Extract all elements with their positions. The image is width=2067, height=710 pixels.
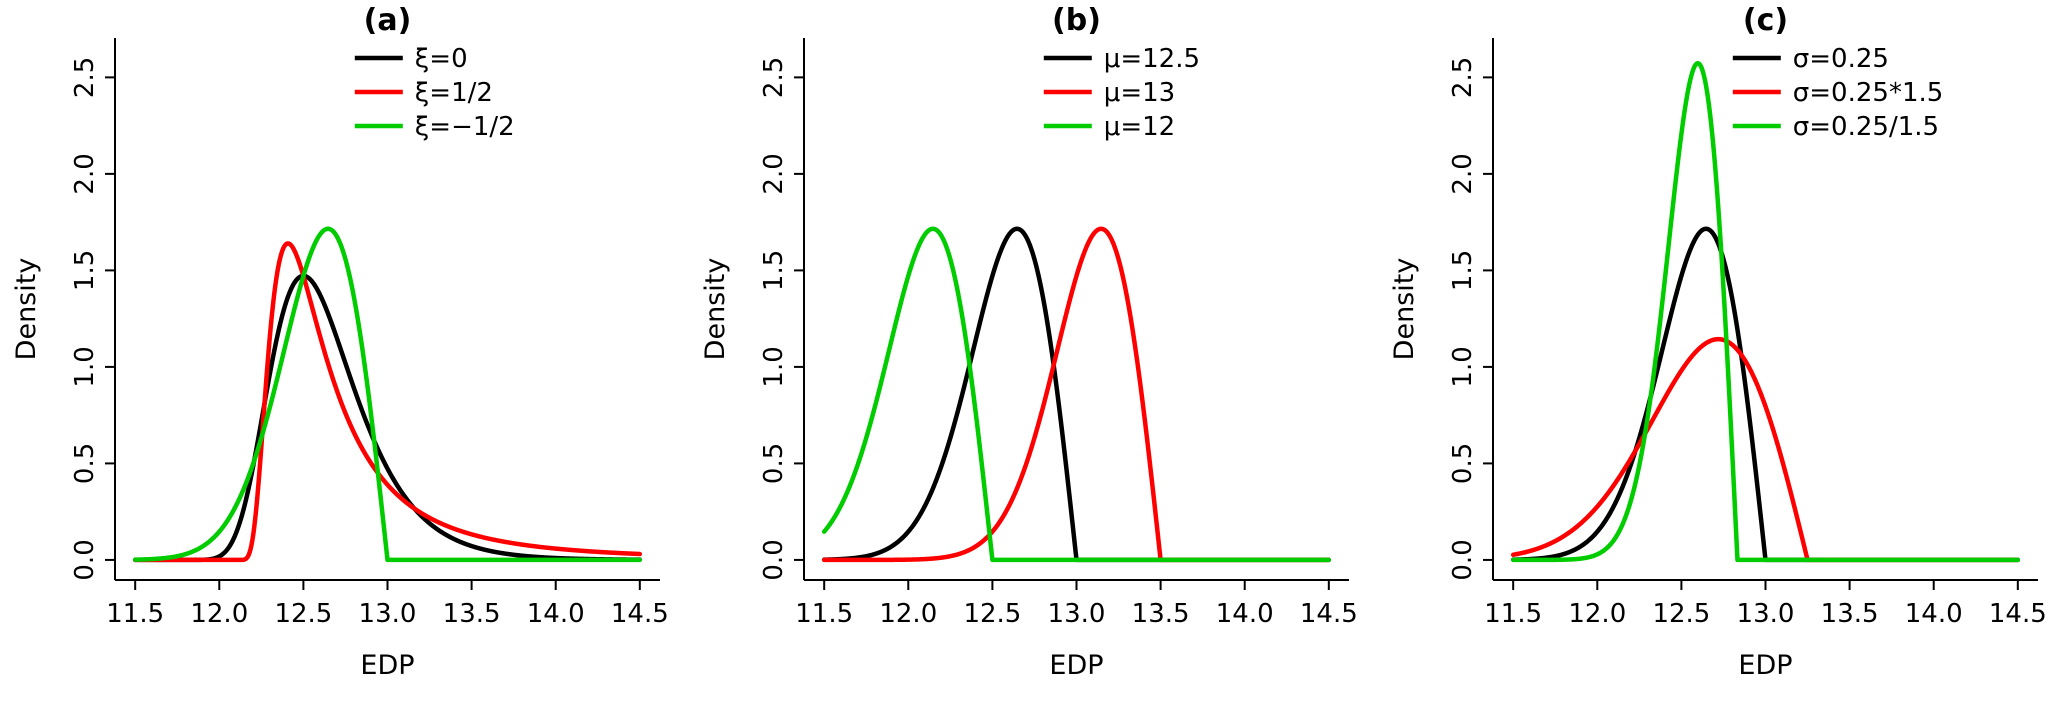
y-tick-label: 1.5 [1448,250,1478,291]
chart-title: (c) [1743,3,1788,38]
legend-label-2: ξ=−1/2 [415,112,515,142]
legend-label-0: σ=0.25 [1793,44,1889,74]
series-curve-2 [1510,60,2021,563]
y-tick-label: 2.5 [759,57,789,98]
chart-b: (b) 11.5 12.0 12.5 13.0 13.5 14.0 14.5 0.0 0.5 1.0… [700,3,1358,681]
x-tick-label: 13.0 [1048,599,1106,629]
y-axis-title: Density [700,258,731,361]
legend-label-0: μ=12.5 [1104,44,1200,74]
y-tick-label: 2.0 [1448,153,1478,194]
x-tick-label: 11.5 [106,599,164,629]
chart-title: (a) [364,3,412,38]
x-tick-label: 12.5 [274,599,332,629]
y-tick-label: 1.5 [70,250,100,291]
x-tick-label: 12.0 [879,599,937,629]
y-tick-label: 0.0 [70,539,100,580]
x-tick-label: 12.0 [1568,599,1626,629]
x-tick-label: 14.0 [1216,599,1274,629]
y-tick-label: 0.0 [759,539,789,580]
x-tick-label: 14.5 [611,599,669,629]
y-tick-label: 0.5 [759,443,789,484]
x-axis-title: EDP [1738,650,1792,681]
series-curve-1 [1510,336,2021,563]
x-tick-label: 11.5 [1484,599,1542,629]
y-tick-label: 2.5 [1448,57,1478,98]
chart-title: (b) [1052,3,1101,38]
x-tick-label: 12.5 [963,599,1021,629]
series-curve-1 [132,241,643,563]
y-tick-label: 2.0 [70,153,100,194]
legend-label-1: ξ=1/2 [415,78,493,108]
x-tick-label: 12.0 [190,599,248,629]
x-tick-label: 14.0 [1905,599,1963,629]
legend-label-2: σ=0.25/1.5 [1793,112,1939,142]
y-tick-label: 1.0 [1448,346,1478,387]
series-curve-2 [132,226,643,563]
panel-a: (a) 11.5 12.0 12.5 13.0 13.5 14.0 14.5 0.0 0.5 1.0… [0,0,689,710]
x-tick-label: 12.5 [1652,599,1710,629]
series-curve-2 [821,226,1332,563]
chart-c: (c) 11.5 12.0 12.5 13.0 13.5 14.0 14.5 0.0 0.5 1.0… [1389,3,2047,681]
x-axis-title: EDP [360,650,414,681]
y-tick-label: 1.5 [759,250,789,291]
x-tick-label: 14.5 [1989,599,2047,629]
x-tick-label: 14.5 [1300,599,1358,629]
y-tick-label: 1.0 [759,346,789,387]
x-tick-label: 14.0 [527,599,585,629]
y-tick-label: 0.0 [1448,539,1478,580]
y-tick-label: 2.5 [70,57,100,98]
x-tick-label: 11.5 [795,599,853,629]
legend-label-2: μ=12 [1104,112,1175,142]
y-axis-title: Density [1389,258,1420,361]
legend-label-0: ξ=0 [415,44,468,74]
series-curve-1 [821,226,1332,563]
series-curve-0 [1510,226,2021,563]
y-axis-title: Density [11,258,42,361]
y-tick-label: 0.5 [70,443,100,484]
x-axis-title: EDP [1049,650,1103,681]
legend-label-1: σ=0.25*1.5 [1793,78,1944,108]
x-tick-label: 13.0 [359,599,417,629]
panel-b: (b) 11.5 12.0 12.5 13.0 13.5 14.0 14.5 0.0 0.5 1.0… [689,0,1378,710]
y-tick-label: 0.5 [1448,443,1478,484]
x-tick-label: 13.5 [443,599,501,629]
x-tick-label: 13.5 [1821,599,1879,629]
panel-c: (c) 11.5 12.0 12.5 13.0 13.5 14.0 14.5 0.0 0.5 1.0… [1378,0,2067,710]
y-tick-label: 1.0 [70,346,100,387]
x-tick-label: 13.0 [1737,599,1795,629]
series-curve-0 [132,273,643,563]
legend-label-1: μ=13 [1104,78,1175,108]
x-tick-label: 13.5 [1132,599,1190,629]
chart-a: (a) 11.5 12.0 12.5 13.0 13.5 14.0 14.5 0.0 0.5 1.0… [11,3,669,681]
y-tick-label: 2.0 [759,153,789,194]
